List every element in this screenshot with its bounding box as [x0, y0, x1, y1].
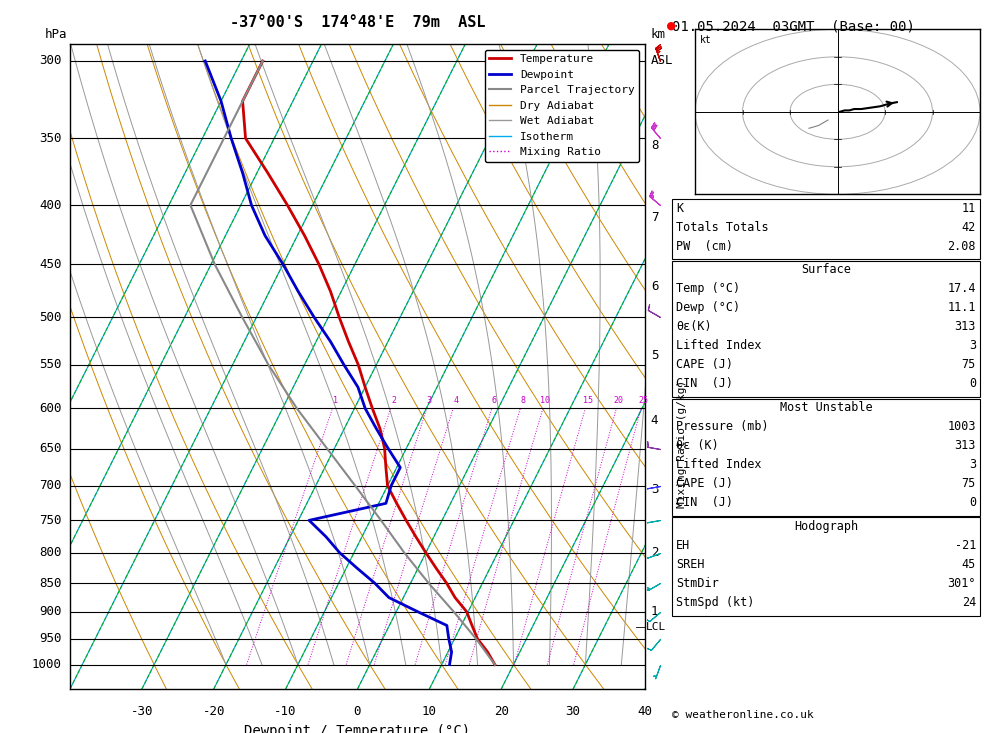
Text: 0: 0	[969, 496, 976, 509]
Text: -37°00'S  174°48'E  79m  ASL: -37°00'S 174°48'E 79m ASL	[230, 15, 485, 30]
Text: 450: 450	[39, 258, 61, 270]
Text: 4: 4	[651, 414, 658, 427]
Text: 400: 400	[39, 199, 61, 212]
Text: 3: 3	[969, 339, 976, 353]
Text: 24: 24	[962, 596, 976, 609]
Text: 01.05.2024  03GMT  (Base: 00): 01.05.2024 03GMT (Base: 00)	[672, 19, 915, 33]
Text: 0: 0	[969, 377, 976, 391]
Text: 800: 800	[39, 546, 61, 559]
Text: 900: 900	[39, 605, 61, 618]
Text: CIN  (J): CIN (J)	[676, 496, 733, 509]
Text: 15: 15	[583, 396, 593, 405]
Text: StmSpd (kt): StmSpd (kt)	[676, 596, 754, 609]
Text: 17.4: 17.4	[948, 282, 976, 295]
Text: 3: 3	[969, 458, 976, 471]
Text: Hodograph: Hodograph	[794, 520, 858, 533]
Text: 3: 3	[651, 483, 658, 496]
Text: 650: 650	[39, 442, 61, 455]
Text: 8: 8	[520, 396, 525, 405]
Text: 1000: 1000	[31, 658, 61, 671]
Text: EH: EH	[676, 539, 690, 552]
Text: 2: 2	[391, 396, 396, 405]
Text: Totals Totals: Totals Totals	[676, 221, 769, 234]
Text: 11: 11	[962, 202, 976, 215]
Text: 6: 6	[492, 396, 497, 405]
Text: 25: 25	[638, 396, 648, 405]
Text: Pressure (mb): Pressure (mb)	[676, 420, 769, 433]
Text: 300: 300	[39, 54, 61, 67]
Text: 500: 500	[39, 311, 61, 323]
Text: Lifted Index: Lifted Index	[676, 458, 762, 471]
Text: 11.1: 11.1	[948, 301, 976, 314]
Text: 30: 30	[566, 705, 581, 718]
Text: 42: 42	[962, 221, 976, 234]
Text: 10: 10	[422, 705, 437, 718]
Legend: Temperature, Dewpoint, Parcel Trajectory, Dry Adiabat, Wet Adiabat, Isotherm, Mi: Temperature, Dewpoint, Parcel Trajectory…	[485, 50, 639, 162]
Text: -21: -21	[955, 539, 976, 552]
Text: 75: 75	[962, 477, 976, 490]
Text: 950: 950	[39, 633, 61, 645]
Text: 40: 40	[638, 705, 652, 718]
Text: 2: 2	[651, 546, 658, 559]
Text: 6: 6	[651, 279, 658, 292]
Text: 2.08: 2.08	[948, 240, 976, 253]
Text: LCL: LCL	[646, 622, 666, 632]
Text: StmDir: StmDir	[676, 577, 719, 590]
Text: Lifted Index: Lifted Index	[676, 339, 762, 353]
Text: ●: ●	[667, 19, 675, 33]
Text: Temp (°C): Temp (°C)	[676, 282, 740, 295]
Text: PW  (cm): PW (cm)	[676, 240, 733, 253]
Text: ASL: ASL	[651, 54, 673, 67]
Text: kt: kt	[700, 35, 712, 45]
Text: 301°: 301°	[948, 577, 976, 590]
Text: -30: -30	[131, 705, 153, 718]
Text: -20: -20	[202, 705, 225, 718]
Text: 4: 4	[453, 396, 458, 405]
Text: Most Unstable: Most Unstable	[780, 401, 872, 414]
Text: SREH: SREH	[676, 558, 704, 571]
Text: hPa: hPa	[44, 28, 67, 41]
Text: 313: 313	[955, 439, 976, 452]
Text: Dewp (°C): Dewp (°C)	[676, 301, 740, 314]
Text: 350: 350	[39, 132, 61, 144]
Text: 1003: 1003	[948, 420, 976, 433]
Text: 10: 10	[540, 396, 550, 405]
Text: 75: 75	[962, 358, 976, 372]
Text: 5: 5	[651, 349, 658, 362]
Text: 20: 20	[494, 705, 509, 718]
Text: © weatheronline.co.uk: © weatheronline.co.uk	[672, 710, 814, 720]
Text: 45: 45	[962, 558, 976, 571]
Text: θε (K): θε (K)	[676, 439, 719, 452]
Text: θε(K): θε(K)	[676, 320, 712, 334]
Text: 3: 3	[427, 396, 432, 405]
Text: 1: 1	[333, 396, 338, 405]
Text: 8: 8	[651, 139, 658, 152]
Text: Surface: Surface	[801, 263, 851, 276]
Text: Dewpoint / Temperature (°C): Dewpoint / Temperature (°C)	[244, 724, 471, 733]
Text: CIN  (J): CIN (J)	[676, 377, 733, 391]
Text: -10: -10	[274, 705, 297, 718]
Text: 313: 313	[955, 320, 976, 334]
Text: 700: 700	[39, 479, 61, 493]
Text: K: K	[676, 202, 683, 215]
Text: 750: 750	[39, 514, 61, 527]
Text: Mixing Ratio (g/kg): Mixing Ratio (g/kg)	[677, 380, 687, 508]
Text: km: km	[651, 28, 666, 41]
Text: 7: 7	[651, 211, 658, 224]
Text: 1: 1	[651, 605, 658, 618]
Text: 550: 550	[39, 358, 61, 372]
Text: 0: 0	[354, 705, 361, 718]
Text: CAPE (J): CAPE (J)	[676, 358, 733, 372]
Text: 850: 850	[39, 577, 61, 589]
Text: 20: 20	[614, 396, 624, 405]
Text: CAPE (J): CAPE (J)	[676, 477, 733, 490]
Text: 600: 600	[39, 402, 61, 415]
